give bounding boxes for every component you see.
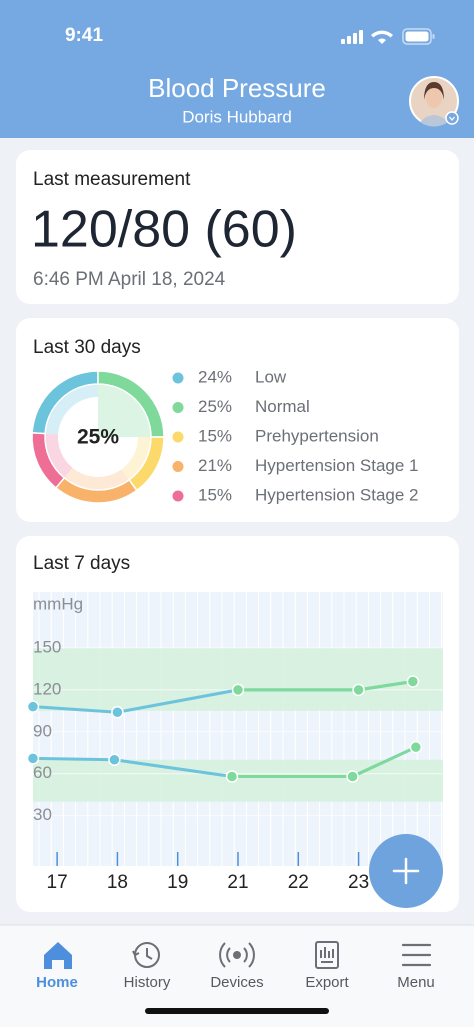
y-axis-label: mmHg [33, 594, 83, 613]
donut-segment-inner [98, 384, 151, 437]
header-subtitle: Doris Hubbard [182, 107, 292, 126]
donut-chart: 24% Low 25% Normal 15% Prehypertension 21% Hype… [31, 367, 419, 504]
donut-segment-inner [64, 467, 130, 490]
legend-dot [172, 490, 184, 502]
data-point [26, 700, 40, 713]
status-icons [341, 28, 435, 45]
legend-label: Low [255, 367, 287, 386]
normal-band [33, 759, 443, 802]
status-time: 9:41 [65, 25, 103, 46]
x-tick-label: 18 [107, 872, 128, 893]
tab-label[interactable]: Devices [210, 974, 263, 991]
legend-dot [172, 402, 184, 413]
plot-background [33, 592, 443, 866]
tab-label[interactable]: Home [36, 974, 78, 991]
series-segment [357, 679, 415, 692]
legend-label: Hypertension Stage 1 [255, 456, 419, 475]
card-title: Last measurement [33, 169, 191, 190]
donut-center-label: 25% [77, 426, 119, 449]
x-tick-label: 17 [47, 872, 68, 893]
export-icon[interactable] [315, 941, 339, 969]
y-tick-label: 150 [33, 637, 61, 656]
measurement-time: 6:46 PM April 18, 2024 [33, 269, 226, 290]
add-button[interactable] [369, 834, 443, 908]
home-indicator [145, 1008, 329, 1014]
series-segment [351, 745, 418, 779]
data-point [352, 683, 365, 697]
legend-dot [172, 431, 184, 443]
measurement-card [16, 150, 459, 304]
card-title: Last 7 days [33, 553, 130, 574]
menu-icon[interactable] [401, 943, 432, 967]
history-icon[interactable] [132, 942, 160, 968]
legend-label: Normal [255, 397, 310, 416]
y-tick-label: 90 [33, 721, 52, 740]
x-tick-label: 21 [227, 872, 248, 893]
legend-value: 24% [198, 367, 232, 386]
home-icon[interactable] [44, 942, 72, 969]
legend-dot [172, 372, 184, 384]
data-point [346, 770, 359, 783]
legend-label: Prehypertension [255, 426, 379, 445]
y-tick-label: 30 [33, 805, 52, 824]
data-point [406, 675, 420, 688]
donut-segment-inner [121, 437, 151, 480]
header-title: Blood Pressure [148, 73, 326, 103]
tab-label[interactable]: History [124, 974, 171, 991]
data-point [409, 740, 423, 754]
x-tick-label: 22 [288, 872, 309, 893]
legend-value: 25% [198, 397, 232, 416]
tab-label[interactable]: Export [305, 974, 349, 991]
y-tick-label: 120 [33, 679, 61, 698]
normal-band [33, 647, 443, 711]
line-chart: 30 60 90 120 150 mmHg 17 18 19 21 22 23 [26, 592, 443, 893]
data-point [108, 753, 121, 767]
y-tick-label: 60 [33, 763, 52, 782]
card-title: Last 30 days [33, 337, 141, 358]
donut-segment [31, 432, 66, 489]
legend-value: 15% [198, 485, 232, 504]
measurement-value: 120/80 (60) [31, 201, 297, 259]
data-point [26, 752, 40, 765]
legend-value: 21% [198, 456, 232, 475]
legend-value: 15% [198, 426, 232, 445]
data-point [225, 770, 239, 783]
avatar[interactable] [409, 76, 459, 127]
tab-labels: Home History Devices Export Menu [36, 974, 435, 991]
legend-dot [172, 461, 184, 472]
legend-label: Hypertension Stage 2 [255, 485, 419, 504]
data-point [231, 683, 245, 697]
header-bar [0, 0, 474, 138]
x-tick-label: 23 [348, 872, 369, 893]
data-point [111, 705, 124, 719]
donut-segment-inner [45, 384, 98, 435]
tab-label[interactable]: Menu [397, 974, 435, 991]
x-tick-label: 19 [167, 872, 188, 893]
devices-icon[interactable] [219, 942, 255, 968]
donut-segment-inner [45, 433, 73, 478]
